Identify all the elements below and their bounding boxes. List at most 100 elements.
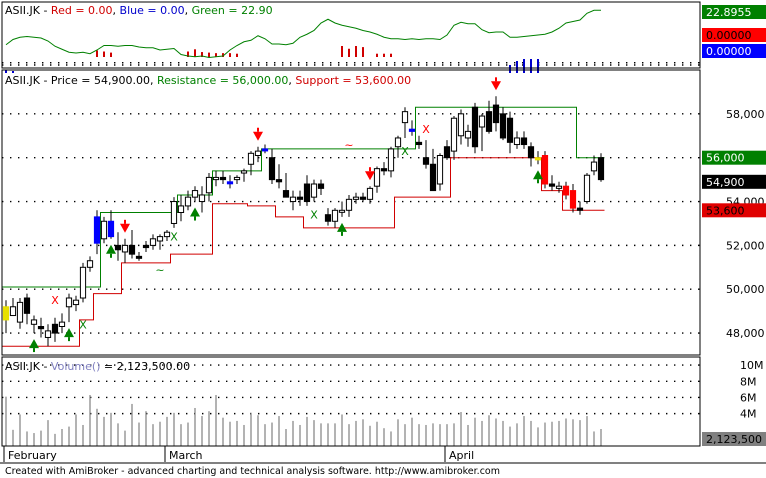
candle — [492, 96, 500, 132]
candle-body — [520, 137, 528, 146]
volume-value-label: 2,123,500 — [706, 433, 762, 446]
candle-body — [408, 128, 416, 132]
candle — [464, 124, 472, 147]
candle — [114, 232, 122, 261]
candle — [100, 216, 108, 244]
candle-body — [65, 297, 73, 308]
candle — [457, 109, 465, 145]
title-segment: Support = 53,600.00 — [295, 74, 411, 87]
volume-value-label-box — [702, 432, 766, 446]
candle-body — [79, 266, 87, 299]
candle — [233, 175, 241, 184]
candle — [79, 262, 87, 303]
indicator-frame — [1, 1, 701, 69]
candle — [408, 120, 416, 136]
candle-body — [569, 190, 577, 209]
candle — [338, 201, 346, 217]
sell-arrow-icon — [365, 171, 375, 181]
candle — [198, 186, 206, 213]
candle — [359, 192, 367, 202]
title-segment: , — [185, 4, 192, 17]
volume-tick-label: 8M — [740, 375, 757, 388]
signal-marker: X — [51, 294, 59, 307]
buy-arrow-icon — [337, 222, 347, 232]
candle-body — [548, 183, 556, 187]
support-value-label: 53,600 — [706, 204, 745, 217]
candle — [401, 107, 409, 138]
candle — [177, 194, 185, 222]
price-tick-label: 50,000 — [726, 283, 765, 296]
indicator-value-red: 0.00000 — [706, 29, 752, 42]
volume-panel: 10M 8M 6M 4M 2,123,500 — [2, 359, 766, 446]
candle-body — [331, 209, 339, 222]
candle-body — [128, 244, 136, 255]
candle-body — [436, 155, 444, 185]
candle-body — [240, 170, 248, 174]
candle — [436, 153, 444, 191]
candle — [135, 251, 143, 261]
candle-body — [499, 113, 507, 139]
candle — [212, 170, 220, 187]
candle-body — [205, 176, 213, 194]
signal-marker: X — [422, 123, 430, 136]
candle — [471, 102, 479, 154]
candle-body — [534, 157, 542, 161]
candle-body — [198, 194, 206, 203]
candle — [247, 151, 255, 176]
candle-body — [268, 157, 276, 181]
candle-body — [170, 201, 178, 224]
candle-body — [443, 146, 451, 159]
candle — [23, 293, 31, 325]
indicator-value-red-box — [702, 28, 766, 42]
signal-marker: X — [310, 209, 318, 222]
indicator-panel: 22.8955 0.00000 0.00000 — [2, 5, 766, 73]
candle-body — [450, 117, 458, 152]
candle — [499, 107, 507, 141]
price-value-label: 54,900 — [706, 176, 745, 189]
candle-body — [44, 330, 52, 338]
candle-body — [107, 220, 115, 238]
candle — [261, 144, 269, 154]
candle-body — [359, 196, 367, 200]
candle-body — [310, 183, 318, 198]
sell-arrow-icon — [491, 81, 501, 91]
candle-body — [58, 321, 66, 328]
candle-body — [177, 205, 185, 214]
candle-body — [212, 176, 220, 181]
candle — [527, 142, 535, 167]
candle — [121, 238, 129, 263]
candle-body — [254, 150, 262, 157]
candle-body — [275, 179, 283, 183]
candle-body — [478, 115, 486, 128]
price-panel: 58,00056,00054,00052,00050,00048,000XX~X… — [2, 77, 766, 353]
candle — [163, 230, 171, 241]
volume-tick-label: 4M — [740, 408, 757, 421]
candle — [184, 190, 192, 211]
candle — [380, 162, 388, 176]
title-segment: , — [113, 4, 120, 17]
price-tick-label: 58,000 — [726, 108, 765, 121]
candle — [387, 146, 395, 178]
buy-arrow-icon — [64, 328, 74, 338]
candle — [555, 181, 563, 193]
candle — [128, 230, 136, 259]
candle — [534, 151, 542, 165]
price-tick-label: 48,000 — [726, 327, 765, 340]
candle-body — [366, 187, 374, 200]
candle — [107, 210, 115, 239]
candle — [65, 293, 73, 323]
candle — [9, 298, 17, 317]
candle — [576, 201, 584, 215]
title-segment: Resistance = 56,000.00 — [157, 74, 288, 87]
candle — [303, 175, 311, 206]
candle-body — [289, 196, 297, 203]
candle — [219, 170, 227, 184]
candle — [58, 313, 66, 334]
green-line — [5, 9, 601, 59]
candle — [352, 192, 360, 204]
title-segment: ASII.JK - — [5, 4, 51, 17]
candle — [541, 151, 549, 189]
candle-body — [149, 238, 157, 246]
footer-credit: Created with AmiBroker - advanced charti… — [5, 466, 500, 477]
